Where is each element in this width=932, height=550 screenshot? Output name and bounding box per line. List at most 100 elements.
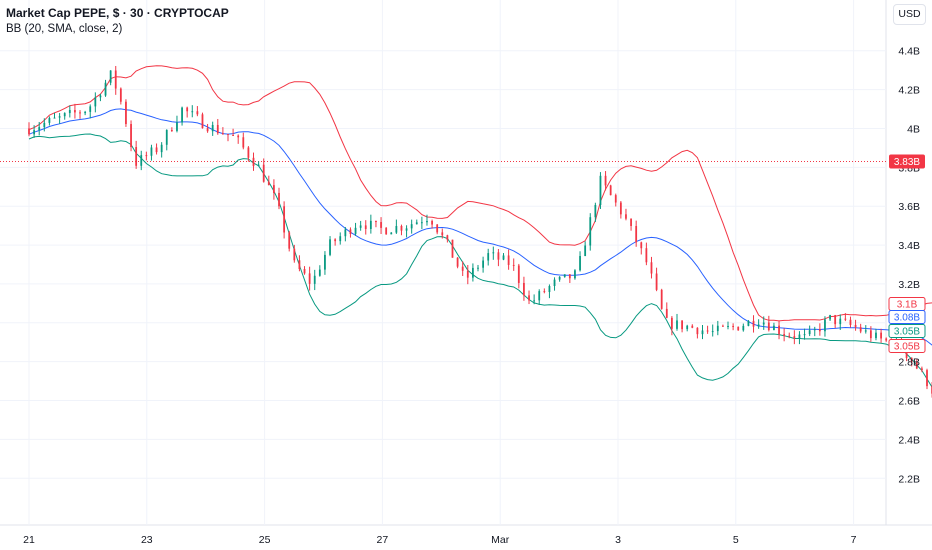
indicator-label[interactable]: BB (20, SMA, close, 2) — [6, 23, 123, 35]
candle-body — [150, 147, 153, 156]
candle-body — [359, 225, 362, 228]
candle-body — [517, 265, 520, 283]
candle — [257, 161, 260, 167]
candle — [793, 330, 796, 345]
candle — [747, 320, 750, 327]
candle — [303, 266, 306, 275]
candle — [783, 328, 786, 342]
candle-body — [400, 225, 403, 231]
candle-body — [604, 175, 607, 186]
candle — [84, 110, 87, 116]
candle — [543, 288, 546, 294]
price-badge-bg — [888, 324, 926, 338]
candle — [630, 218, 632, 231]
candle-body — [670, 317, 673, 329]
candle-body — [487, 253, 490, 261]
candle — [48, 116, 51, 126]
candle-body — [538, 291, 541, 301]
candle — [390, 232, 393, 235]
candle-body — [395, 225, 398, 233]
candle — [497, 249, 500, 267]
candle-body — [716, 325, 719, 332]
candle — [589, 213, 592, 251]
symbol-title[interactable]: Market Cap PEPE, $ · 30 · CRYPTOCAP — [6, 6, 229, 20]
time-axis[interactable]: 21232527Mar3579111315171921 — [23, 534, 932, 546]
candle-body — [186, 107, 189, 112]
candle — [492, 246, 495, 260]
candle — [273, 179, 275, 200]
price-tick-label: 2.2B — [898, 473, 920, 485]
candle-body — [119, 88, 122, 102]
candle — [834, 314, 837, 329]
candle — [854, 319, 857, 331]
candle-body — [252, 157, 255, 167]
candle — [910, 357, 913, 367]
candle-body — [206, 128, 209, 132]
candle — [609, 184, 612, 196]
candle — [405, 225, 408, 238]
candle-body — [415, 222, 418, 225]
candle — [533, 294, 536, 305]
candle-body — [405, 228, 408, 231]
candle — [538, 289, 541, 306]
candle — [104, 79, 107, 97]
candle-body — [28, 128, 30, 135]
candle — [79, 110, 81, 119]
candle — [824, 316, 826, 337]
time-tick-label: 5 — [733, 534, 739, 546]
candle — [482, 256, 485, 273]
candle-body — [375, 220, 377, 223]
candle — [762, 316, 765, 330]
currency-button[interactable]: USD — [893, 4, 926, 25]
candle — [742, 323, 745, 332]
candle-body — [201, 114, 204, 129]
candle-body — [160, 144, 163, 153]
candle-body — [859, 327, 862, 332]
candle-body — [216, 124, 219, 134]
chart-legend: Market Cap PEPE, $ · 30 · CRYPTOCAP BB (… — [6, 5, 229, 37]
candle — [773, 322, 775, 331]
candle-body — [915, 362, 918, 369]
price-tick-label: 3.4B — [898, 240, 920, 252]
time-tick-label: 21 — [23, 534, 35, 546]
time-tick-label: 7 — [851, 534, 857, 546]
candle — [324, 251, 326, 275]
candle-body — [140, 155, 143, 166]
candle-body — [466, 270, 469, 278]
candle-body — [242, 137, 245, 148]
candle — [114, 65, 117, 95]
candle-body — [691, 325, 694, 328]
candle — [400, 224, 403, 236]
candle — [293, 244, 296, 263]
candle — [727, 321, 729, 330]
candle-body — [742, 325, 745, 331]
candle — [380, 217, 382, 235]
candle-body — [839, 318, 842, 325]
candle — [247, 146, 250, 162]
candle-body — [701, 330, 704, 335]
candle-body — [221, 133, 224, 135]
bb-lower-line — [28, 133, 932, 388]
candle-body — [528, 295, 530, 301]
candle-body — [676, 320, 678, 329]
candle — [558, 276, 561, 282]
candle-body — [640, 242, 643, 249]
candle-body — [926, 370, 928, 387]
price-badge-label: 3.1B — [897, 300, 918, 311]
candle-body — [63, 113, 66, 117]
candle — [778, 320, 780, 340]
price-axis[interactable]: 4.4B4.2B4B3.8B3.6B3.4B3.2B3B2.8B2.6B2.4B… — [898, 46, 920, 486]
price-tick-label: 4B — [907, 123, 920, 135]
candle — [431, 219, 433, 229]
candle — [165, 129, 168, 151]
candle — [798, 331, 801, 345]
candle — [650, 256, 653, 279]
candle-body — [461, 266, 464, 271]
candle — [364, 220, 367, 235]
candle-body — [579, 256, 581, 271]
candle-body — [686, 325, 689, 330]
candle — [28, 122, 30, 137]
candle-body — [920, 368, 923, 371]
candle — [278, 187, 280, 210]
